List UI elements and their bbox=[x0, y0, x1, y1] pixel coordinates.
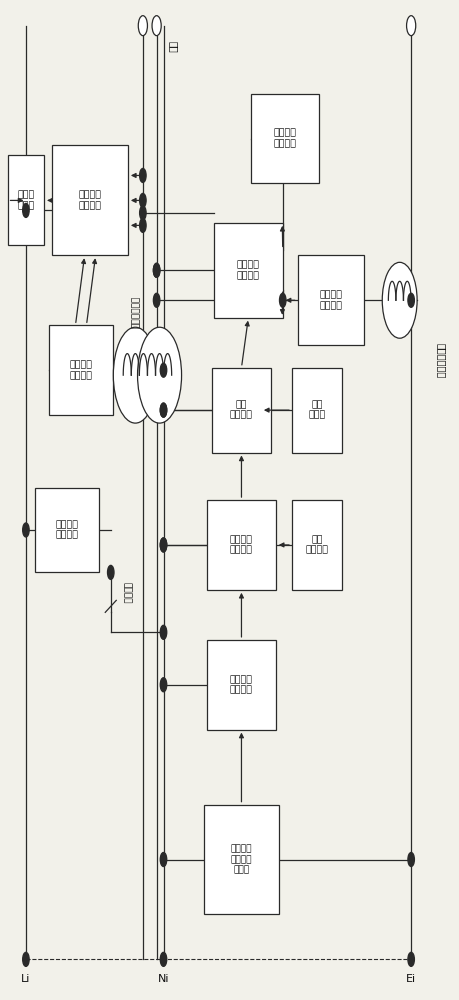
Text: 输出: 输出 bbox=[168, 41, 178, 52]
Circle shape bbox=[160, 403, 166, 417]
Circle shape bbox=[107, 565, 114, 579]
Circle shape bbox=[153, 263, 159, 277]
Circle shape bbox=[153, 263, 159, 277]
Circle shape bbox=[160, 538, 166, 552]
FancyBboxPatch shape bbox=[250, 94, 319, 183]
FancyBboxPatch shape bbox=[291, 500, 341, 590]
Circle shape bbox=[22, 952, 29, 966]
FancyBboxPatch shape bbox=[297, 255, 364, 345]
Circle shape bbox=[407, 293, 414, 307]
Text: 零序漏电检测: 零序漏电检测 bbox=[131, 296, 140, 328]
Text: 电磁脱
扣线圈: 电磁脱 扣线圈 bbox=[17, 191, 34, 210]
FancyBboxPatch shape bbox=[291, 368, 341, 453]
Circle shape bbox=[160, 678, 166, 692]
Circle shape bbox=[152, 16, 161, 36]
Text: Li: Li bbox=[21, 974, 31, 984]
Text: 电压逻辑
分析模块: 电压逻辑 分析模块 bbox=[230, 535, 252, 555]
Circle shape bbox=[140, 168, 146, 182]
Text: 阈值
检测模块: 阈值 检测模块 bbox=[305, 535, 328, 555]
Circle shape bbox=[153, 293, 159, 307]
Circle shape bbox=[160, 952, 166, 966]
Circle shape bbox=[160, 403, 166, 417]
Circle shape bbox=[22, 203, 29, 217]
FancyBboxPatch shape bbox=[207, 500, 275, 590]
Text: 倒相
控制模块: 倒相 控制模块 bbox=[230, 400, 252, 420]
Text: Ei: Ei bbox=[405, 974, 415, 984]
Text: 地线电压
跟随模块: 地线电压 跟随模块 bbox=[230, 675, 252, 694]
Text: 试验漏电
降压模块: 试验漏电 降压模块 bbox=[56, 520, 78, 540]
Circle shape bbox=[160, 538, 166, 552]
Text: 试验按键: 试验按键 bbox=[122, 582, 131, 603]
Circle shape bbox=[140, 206, 146, 220]
Circle shape bbox=[160, 853, 166, 866]
FancyBboxPatch shape bbox=[211, 368, 271, 453]
Circle shape bbox=[407, 952, 414, 966]
FancyBboxPatch shape bbox=[52, 145, 128, 255]
FancyBboxPatch shape bbox=[203, 805, 279, 914]
Text: 地线电流
检测模块: 地线电流 检测模块 bbox=[319, 291, 341, 310]
Circle shape bbox=[113, 327, 157, 423]
FancyBboxPatch shape bbox=[49, 325, 113, 415]
Circle shape bbox=[140, 193, 146, 207]
FancyBboxPatch shape bbox=[35, 488, 99, 572]
Text: 开关逻辑
控制模块: 开关逻辑 控制模块 bbox=[236, 261, 259, 280]
FancyBboxPatch shape bbox=[7, 155, 44, 245]
Circle shape bbox=[406, 16, 415, 36]
Circle shape bbox=[137, 327, 181, 423]
Circle shape bbox=[160, 363, 166, 377]
Circle shape bbox=[138, 16, 147, 36]
Circle shape bbox=[381, 262, 416, 338]
Text: 零序漏电
检测模块: 零序漏电 检测模块 bbox=[69, 360, 92, 380]
Text: 漏电脱扣
控制模块: 漏电脱扣 控制模块 bbox=[78, 191, 101, 210]
Text: 地线带电
检测与指
示模块: 地线带电 检测与指 示模块 bbox=[230, 845, 252, 874]
Circle shape bbox=[140, 218, 146, 232]
Text: 自频
定模块: 自频 定模块 bbox=[308, 400, 325, 420]
Circle shape bbox=[160, 625, 166, 639]
Text: 地线电流检测: 地线电流检测 bbox=[435, 343, 445, 378]
Text: 高温保护
控制模块: 高温保护 控制模块 bbox=[273, 129, 296, 148]
Circle shape bbox=[279, 293, 285, 307]
Circle shape bbox=[22, 523, 29, 537]
FancyBboxPatch shape bbox=[207, 640, 275, 730]
Circle shape bbox=[407, 853, 414, 866]
FancyBboxPatch shape bbox=[213, 223, 282, 318]
Text: Ni: Ni bbox=[157, 974, 169, 984]
